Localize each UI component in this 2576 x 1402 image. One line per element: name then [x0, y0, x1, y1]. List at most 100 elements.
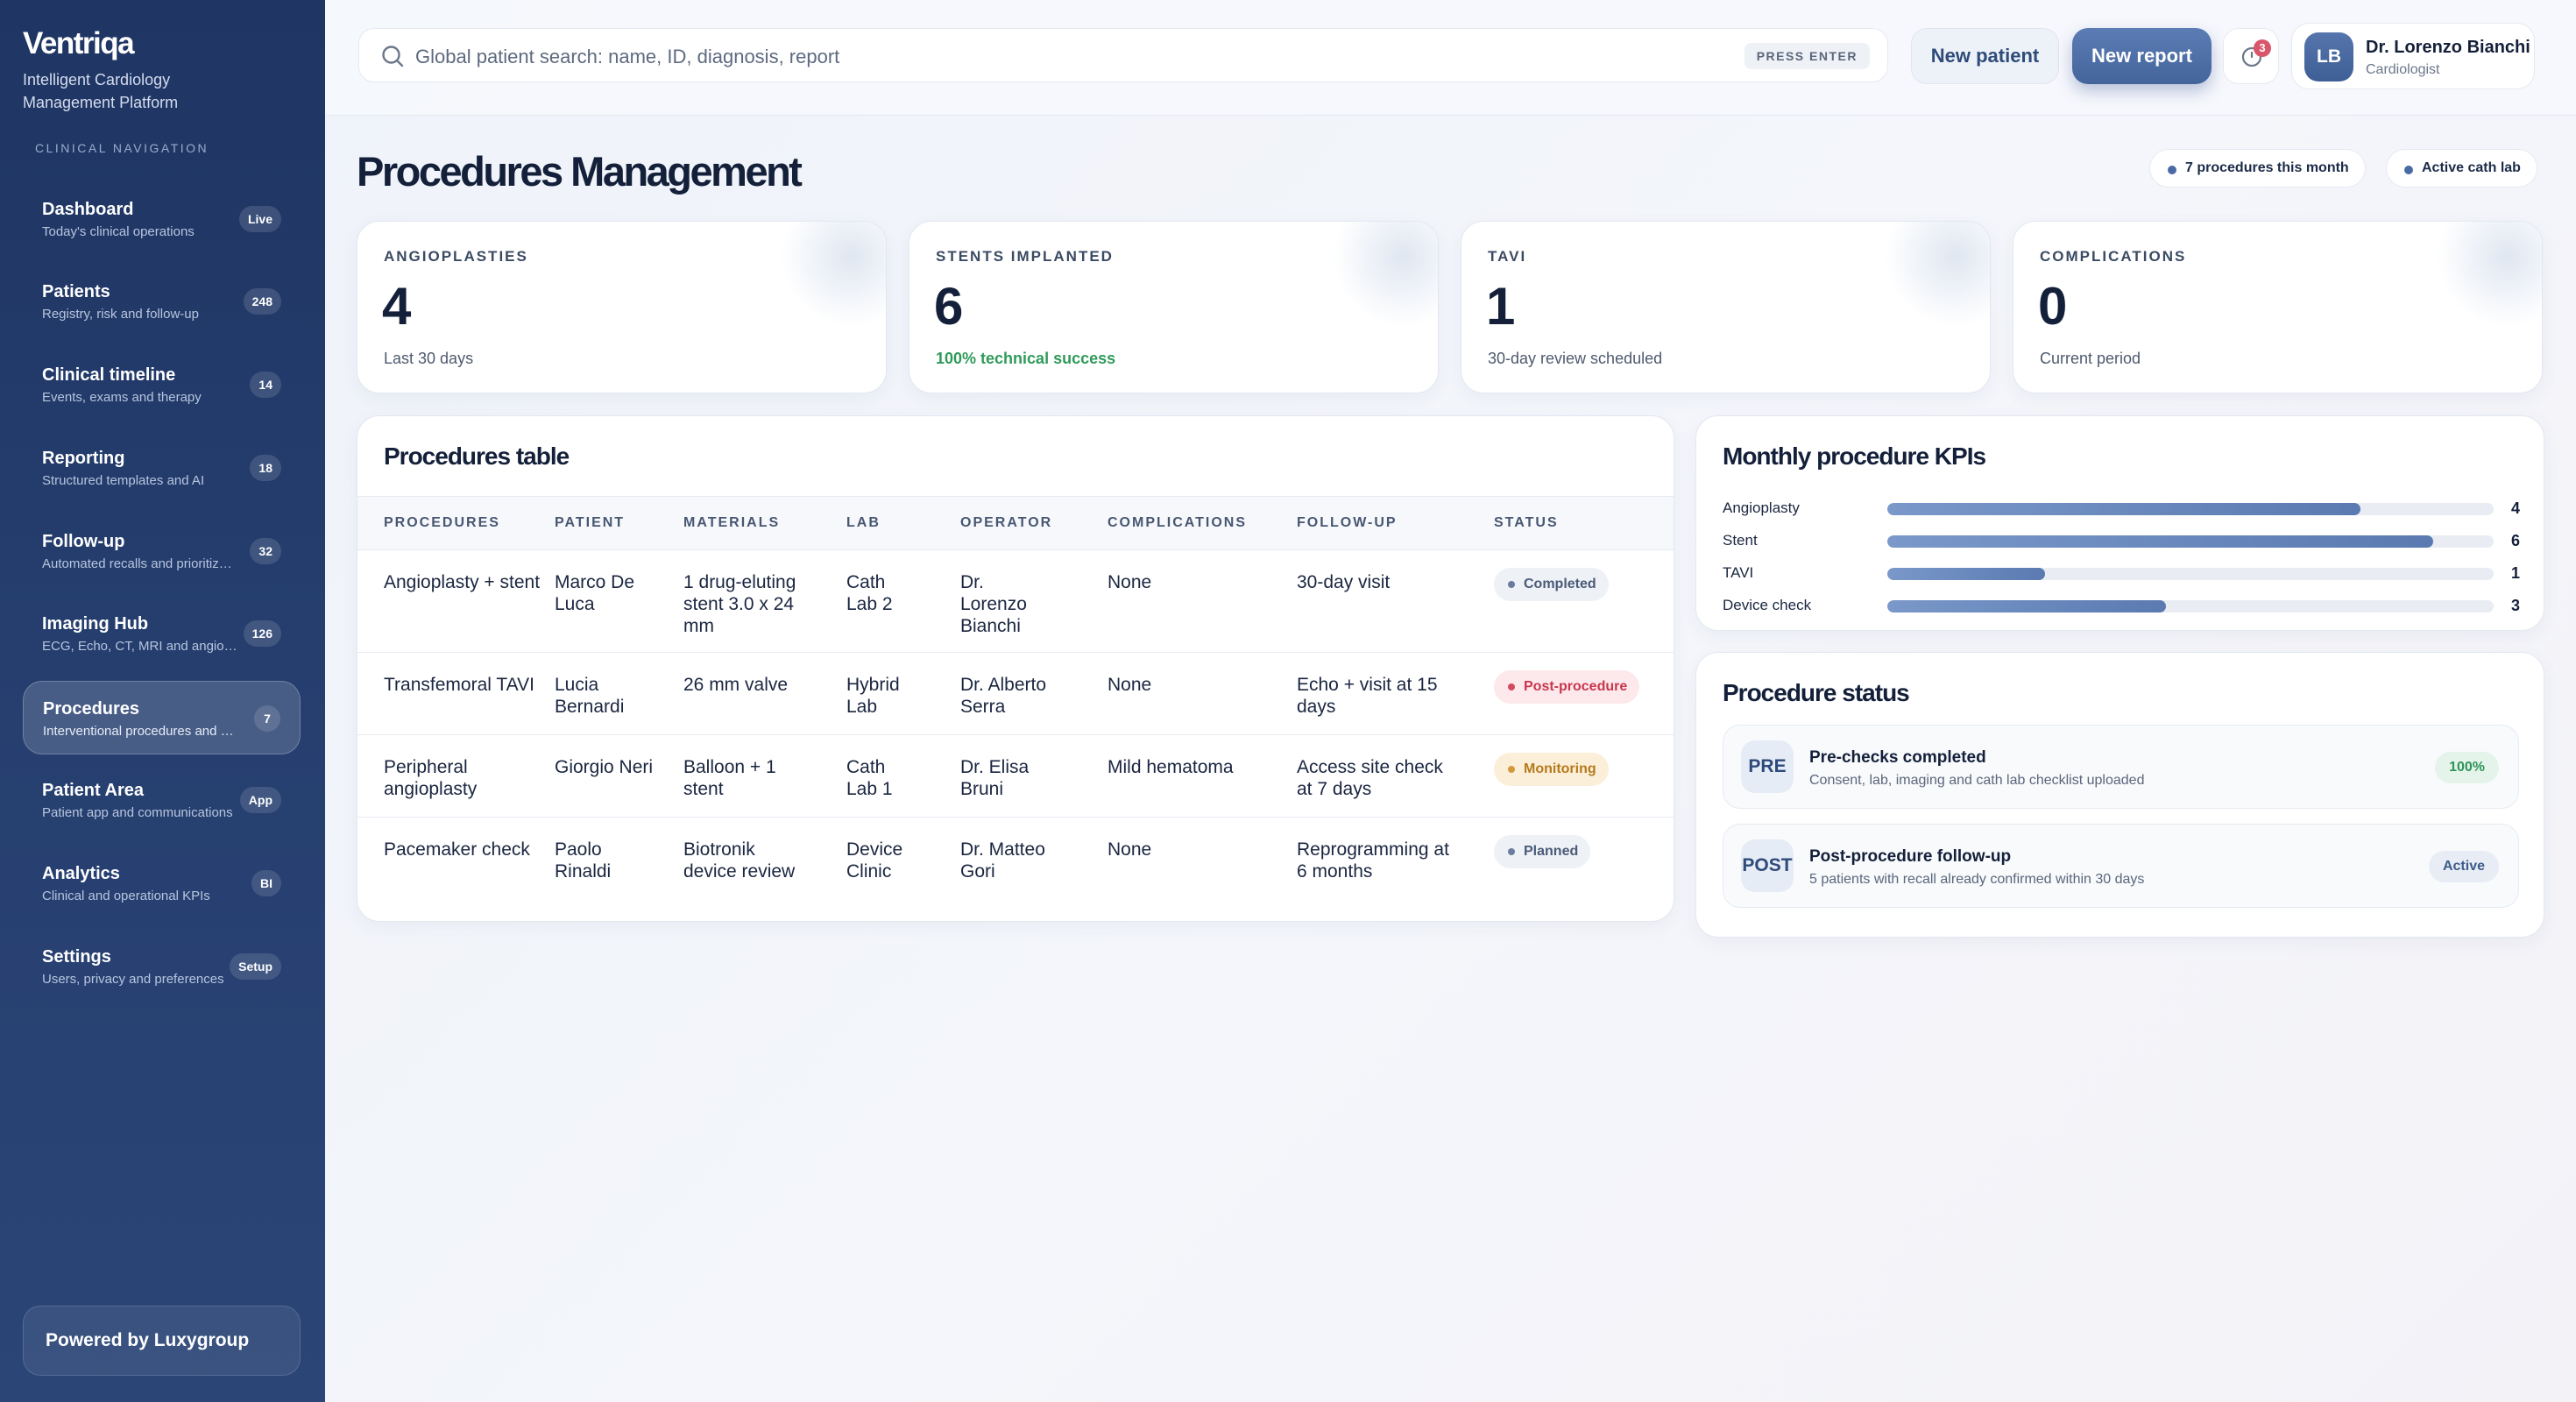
monthly-kpis-card: Monthly procedure KPIs Angioplasty 4 Ste… — [1695, 415, 2544, 631]
cell-operator: Dr. Lorenzo Bianchi — [960, 572, 1027, 636]
bell-icon — [2241, 46, 2262, 67]
sidebar-item-desc: ECG, Echo, CT, MRI and angiography — [42, 639, 239, 654]
kpi-bar-track — [1887, 568, 2494, 580]
sidebar-item-settings[interactable]: Settings Users, privacy and preferences … — [23, 930, 301, 1003]
search-placeholder: Global patient search: name, ID, diagnos… — [415, 46, 840, 67]
kpi-label: TAVI — [1723, 564, 1754, 581]
kpi-label: Stent — [1723, 532, 1758, 549]
stat-value: 6 — [934, 277, 964, 336]
sidebar-item-clinical-timeline[interactable]: Clinical timeline Events, exams and ther… — [23, 348, 301, 421]
table-row[interactable]: Peripheral angioplasty Giorgio Neri Ball… — [357, 735, 1674, 818]
column-header[interactable]: LAB — [846, 515, 881, 530]
column-header[interactable]: COMPLICATIONS — [1108, 515, 1248, 530]
sidebar-item-follow-up[interactable]: Follow-up Automated recalls and prioriti… — [23, 514, 301, 588]
stat-label: ANGIOPLASTIES — [384, 248, 528, 265]
cell-materials: 26 mm valve — [683, 675, 789, 695]
status-label: Planned — [1524, 844, 1579, 859]
status-badge: Active — [2428, 851, 2499, 882]
sidebar-item-badge: 126 — [243, 620, 281, 647]
cell-complications: None — [1108, 675, 1152, 695]
procedures-count-pill: 7 procedures this month — [2149, 149, 2366, 188]
sidebar-item-label: Patient Area — [42, 781, 144, 800]
table-row[interactable]: Angioplasty + stent Marco De Luca 1 drug… — [357, 550, 1674, 653]
sidebar-item-label: Clinical timeline — [42, 365, 176, 385]
status-badge: Post-procedure — [1494, 670, 1640, 704]
column-header[interactable]: PROCEDURES — [384, 515, 500, 530]
cell-patient: Lucia Bernardi — [555, 675, 625, 717]
sidebar-item-patients[interactable]: Patients Registry, risk and follow-up 24… — [23, 265, 301, 338]
card-title: Procedures table — [384, 443, 570, 470]
sidebar-item-badge: Live — [238, 206, 281, 232]
sidebar-item-reporting[interactable]: Reporting Structured templates and AI 18 — [23, 431, 301, 505]
status-dot — [1508, 683, 1515, 690]
sidebar-item-imaging-hub[interactable]: Imaging Hub ECG, Echo, CT, MRI and angio… — [23, 597, 301, 670]
table-row[interactable]: Transfemoral TAVI Lucia Bernardi 26 mm v… — [357, 653, 1674, 735]
cell-operator: Dr. Matteo Gori — [960, 839, 1045, 882]
status-item-desc: Consent, lab, imaging and cath lab check… — [1809, 773, 2145, 788]
user-profile-menu[interactable]: LB Dr. Lorenzo Bianchi Cardiologist — [2291, 23, 2535, 89]
kpi-row-device-check: Device check 3 — [1723, 595, 2520, 616]
cell-lab: Cath Lab 1 — [846, 757, 893, 799]
kpi-bar-fill — [1887, 600, 2167, 612]
sidebar-item-label: Patients — [42, 282, 110, 301]
sidebar-item-desc: Users, privacy and preferences — [42, 972, 224, 987]
sidebar-item-desc: Registry, risk and follow-up — [42, 307, 199, 322]
column-header[interactable]: MATERIALS — [683, 515, 781, 530]
sidebar-item-label: Follow-up — [42, 532, 125, 551]
kpi-value: 1 — [2510, 564, 2520, 582]
stat-card-stents: STENTS IMPLANTED 6 100% technical succes… — [909, 221, 1439, 393]
sidebar-item-desc: Automated recalls and prioritization — [42, 556, 239, 571]
card-glow-decoration — [2437, 222, 2542, 327]
cell-procedure: Transfemoral TAVI — [384, 675, 534, 695]
column-header[interactable]: OPERATOR — [960, 515, 1053, 530]
status-item-title: Post-procedure follow-up — [1809, 847, 2012, 866]
cell-patient: Paolo Rinaldi — [555, 839, 612, 882]
sidebar-item-procedures[interactable]: Procedures Interventional procedures and… — [23, 681, 301, 754]
sidebar-item-badge: 14 — [250, 372, 281, 398]
procedure-status-card: Procedure status PRE Pre-checks complete… — [1695, 652, 2544, 938]
sidebar-item-label: Analytics — [42, 864, 120, 883]
stat-note: 100% technical success — [936, 350, 1116, 367]
avatar: LB — [2304, 32, 2353, 81]
sidebar-item-desc: Clinical and operational KPIs — [42, 889, 210, 903]
status-label: Post-procedure — [1524, 679, 1628, 694]
kpi-value: 6 — [2510, 532, 2520, 549]
notifications-button[interactable]: 3 — [2223, 28, 2279, 84]
status-item-post-follow-up[interactable]: POST Post-procedure follow-up 5 patients… — [1723, 824, 2519, 908]
stat-note: Current period — [2040, 350, 2141, 367]
sidebar-item-analytics[interactable]: Analytics Clinical and operational KPIs … — [23, 846, 301, 920]
sidebar-item-badge: 18 — [250, 455, 281, 481]
kpi-value: 4 — [2510, 499, 2520, 517]
new-patient-button[interactable]: New patient — [1911, 28, 2059, 84]
column-header[interactable]: FOLLOW-UP — [1297, 515, 1398, 530]
sidebar-item-desc: Interventional procedures and cath lab — [43, 724, 240, 739]
status-dot — [2404, 166, 2413, 174]
pill-label: Active cath lab — [2422, 160, 2521, 175]
cell-complications: Mild hematoma — [1108, 757, 1234, 777]
cell-follow-up: Access site check at 7 days — [1297, 757, 1443, 799]
new-report-button[interactable]: New report — [2072, 28, 2212, 84]
status-dot — [1508, 848, 1515, 855]
status-label: Completed — [1524, 577, 1596, 591]
status-item-pre-checks[interactable]: PRE Pre-checks completed Consent, lab, i… — [1723, 725, 2519, 809]
column-header[interactable]: PATIENT — [555, 515, 626, 530]
sidebar-item-badge: App — [239, 787, 281, 813]
nav-heading: CLINICAL NAVIGATION — [35, 141, 209, 155]
cell-materials: 1 drug-eluting stent 3.0 x 24 mm — [683, 572, 796, 636]
stat-label: COMPLICATIONS — [2040, 248, 2187, 265]
status-badge: 100% — [2435, 752, 2499, 783]
sidebar-item-desc: Today's clinical operations — [42, 224, 195, 239]
table-row[interactable]: Pacemaker check Paolo Rinaldi Biotronik … — [357, 818, 1674, 920]
cell-follow-up: Reprogramming at 6 months — [1297, 839, 1449, 882]
sidebar-item-label: Reporting — [42, 449, 125, 468]
press-enter-hint: PRESS ENTER — [1744, 43, 1870, 69]
notification-count-badge: 3 — [2254, 39, 2271, 57]
pill-label: 7 procedures this month — [2185, 160, 2349, 175]
column-header[interactable]: STATUS — [1494, 515, 1559, 530]
sidebar-item-dashboard[interactable]: Dashboard Today's clinical operations Li… — [23, 182, 301, 256]
sidebar-item-badge: 248 — [243, 288, 281, 315]
sidebar-item-badge: 32 — [250, 538, 281, 564]
brand-logo: Ventriqa — [23, 26, 135, 60]
sidebar-item-patient-area[interactable]: Patient Area Patient app and communicati… — [23, 763, 301, 837]
global-search-input[interactable]: Global patient search: name, ID, diagnos… — [358, 28, 1888, 82]
